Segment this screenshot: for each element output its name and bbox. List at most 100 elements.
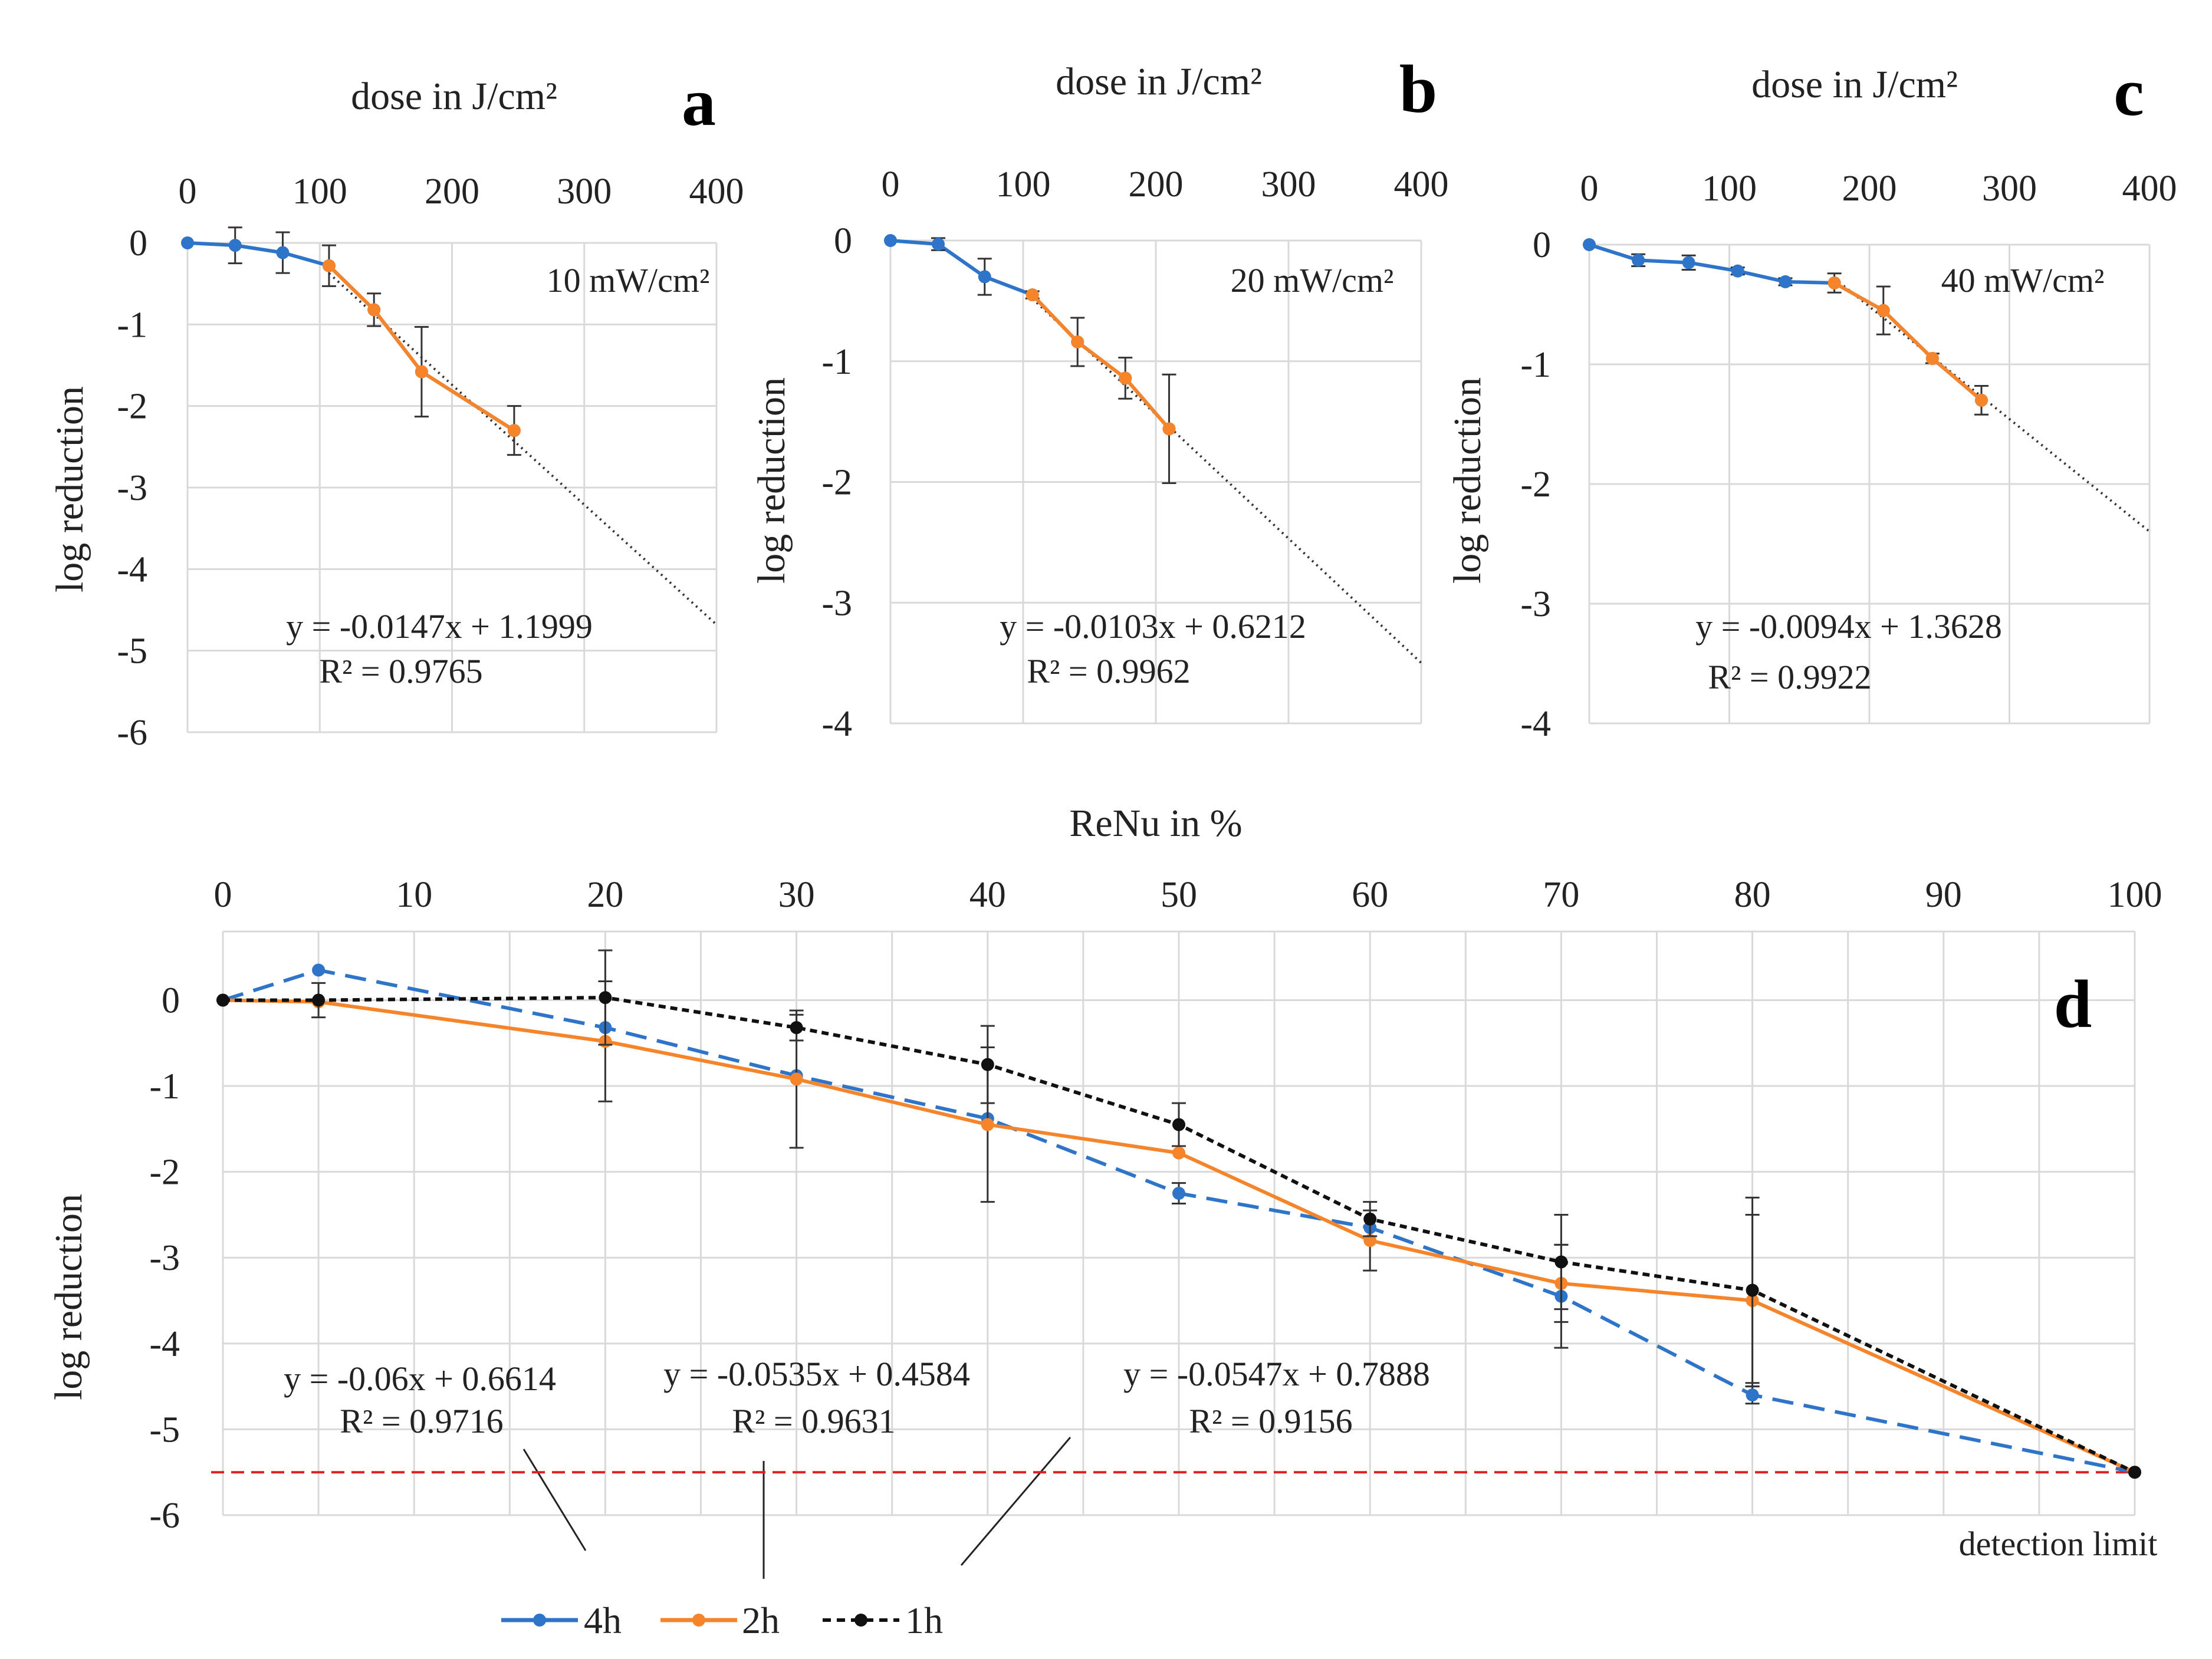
panel-a-series-fit-point	[322, 259, 336, 272]
panel-d-series-1h-point	[1746, 1283, 1759, 1297]
panel-c-series-all-point	[1583, 238, 1596, 251]
panel-b-series-all-point	[932, 238, 945, 251]
panel-b-series-fit-point	[1071, 335, 1084, 348]
panel-b-xtick-label: 100	[996, 164, 1051, 205]
panel-d-leader-4h	[522, 1449, 587, 1551]
panel-d-series-1h-point	[2128, 1466, 2141, 1479]
panel-b-series-fit-line	[1031, 294, 1171, 430]
panel-d-series-2h-line	[222, 998, 2136, 1474]
legend-label-2h: 2h	[742, 1599, 780, 1641]
panel-b-ytick-label: -3	[821, 583, 852, 623]
panel-a-series-fit-point	[507, 424, 521, 437]
panel-c-xlabel: dose in J/cm²	[1751, 63, 1958, 106]
panel-b-chart: dose in J/cm² b log reduction 20 mW/cm² …	[750, 52, 1449, 744]
panel-a-equation: y = -0.0147x + 1.1999	[286, 607, 593, 646]
legend-item-1h: 1h	[823, 1599, 943, 1641]
panel-a-chart: dose in J/cm² a log reduction 10 mW/cm² …	[48, 65, 744, 753]
panel-a-ytick-label: -2	[117, 387, 147, 427]
panel-d-series-2h-point	[981, 1118, 994, 1131]
panel-b-irradiance-label: 20 mW/cm²	[1231, 261, 1394, 299]
panel-b-xlabel: dose in J/cm²	[1056, 60, 1262, 103]
panel-b-xtick-label: 200	[1129, 164, 1184, 205]
panel-d-series-1h-point	[1554, 1255, 1568, 1269]
panel-d-ytick-label: -3	[149, 1238, 180, 1278]
panel-d-series-1h-point	[790, 1021, 803, 1035]
panel-a-xtick-label: 400	[689, 172, 744, 212]
panel-d-gridlines	[222, 930, 2136, 1516]
panel-b-xtick-label: 400	[1394, 164, 1449, 205]
panel-d-equation-4h: y = -0.06x + 0.6614	[284, 1360, 556, 1398]
panel-c-letter: c	[2114, 55, 2144, 130]
panel-c-series-fit-point	[1975, 393, 1988, 407]
panel-d-letter: d	[2054, 967, 2092, 1042]
panel-d-ylabel: log reduction	[47, 1194, 90, 1400]
panel-a-ylabel: log reduction	[48, 386, 91, 592]
panel-c-ytick-label: -2	[1520, 465, 1551, 505]
panel-a-ytick-label: -1	[117, 305, 147, 345]
panel-b-gridlines	[889, 239, 1422, 725]
panel-d-ytick-label: -1	[149, 1066, 180, 1107]
panel-c-ytick-label: 0	[1533, 225, 1551, 265]
panel-d-xtick-label: 40	[969, 875, 1006, 915]
legend-marker-2h	[692, 1614, 705, 1627]
panel-d-ytick-label: -2	[149, 1153, 180, 1193]
panel-c-xtick-label: 400	[2122, 169, 2177, 209]
panel-d-series-2h-point	[1172, 1146, 1185, 1160]
panel-a-xlabel: dose in J/cm²	[351, 75, 557, 118]
panel-c-series-all-point	[1731, 264, 1744, 278]
panel-b-ytick-label: -1	[821, 342, 852, 382]
panel-b-series-fit-point	[1119, 371, 1132, 385]
panel-b-series-fit-point	[1162, 422, 1176, 436]
legend-marker-1h	[854, 1614, 867, 1627]
panel-a-series-all-point	[181, 236, 194, 249]
panel-d-series-2h-point	[1363, 1234, 1377, 1247]
panel-d-ytick-label: -6	[149, 1496, 180, 1536]
panel-c-chart: dose in J/cm² c log reduction 40 mW/cm² …	[1446, 55, 2177, 744]
panel-d-series-1h-point	[216, 993, 229, 1007]
panel-a-ytick-label: -5	[117, 631, 147, 672]
panel-c-series-fit-point	[1828, 276, 1841, 289]
panel-a-r2: R² = 0.9765	[319, 652, 482, 690]
panel-d-xtick-label: 10	[396, 875, 432, 915]
panel-d-series-1h-point	[312, 993, 326, 1007]
panel-c-series-all-point	[1779, 275, 1792, 288]
panel-a-ytick-label: -3	[117, 468, 147, 508]
panel-d-detection-label: detection limit	[1959, 1525, 2158, 1563]
panel-b-series-fit-point	[1026, 288, 1039, 302]
panel-d-series-1h-point	[1363, 1212, 1377, 1226]
panel-d-series-2h-point	[790, 1072, 803, 1086]
panel-d-r2-2h: R² = 0.9631	[732, 1402, 895, 1440]
panel-a-gridlines	[186, 242, 718, 733]
panel-d-xtick-label: 20	[587, 875, 623, 915]
legend-item-4h: 4h	[501, 1599, 622, 1641]
panel-c-series-fit-point	[1876, 304, 1890, 317]
panel-a-ytick-label: -6	[117, 713, 147, 753]
panel-c-ytick-label: -4	[1520, 704, 1551, 744]
panel-c-irradiance-label: 40 mW/cm²	[1941, 261, 2105, 299]
panel-d-xtick-label: 80	[1734, 875, 1771, 915]
panel-d-xtick-label: 0	[214, 875, 232, 915]
panel-d-series-4h-point	[1746, 1388, 1759, 1402]
panel-d-series-1h-point	[981, 1058, 994, 1071]
panel-c-xtick-label: 200	[1842, 169, 1897, 209]
legend-label-4h: 4h	[584, 1599, 622, 1641]
panel-d-leader-1h	[960, 1437, 1072, 1566]
panel-c-xtick-label: 100	[1702, 169, 1757, 209]
panel-a-ytick-label: 0	[129, 223, 147, 264]
panel-d-equation-1h: y = -0.0547x + 0.7888	[1123, 1355, 1430, 1393]
panel-b-series-all-point	[978, 270, 991, 284]
panel-c-series-fit-line	[1833, 281, 1983, 402]
panel-b-xtick-label: 300	[1261, 164, 1316, 205]
panel-b-equation: y = -0.0103x + 0.6212	[1000, 607, 1306, 646]
panel-c-series-all-point	[1682, 256, 1695, 269]
panel-d-ytick-label: -4	[149, 1324, 180, 1364]
panel-a-series-fit-point	[415, 365, 428, 378]
panel-d-xtick-label: 100	[2108, 875, 2162, 915]
panel-a-xtick-label: 100	[292, 172, 347, 212]
panel-d-chart: ReNu in % d log reduction detection limi…	[47, 802, 2162, 1579]
panel-a-ytick-label: -4	[117, 549, 147, 590]
panel-d-xtick-label: 70	[1543, 875, 1579, 915]
panel-b-ytick-label: -4	[821, 704, 852, 744]
panel-d-xtick-label: 90	[1925, 875, 1962, 915]
